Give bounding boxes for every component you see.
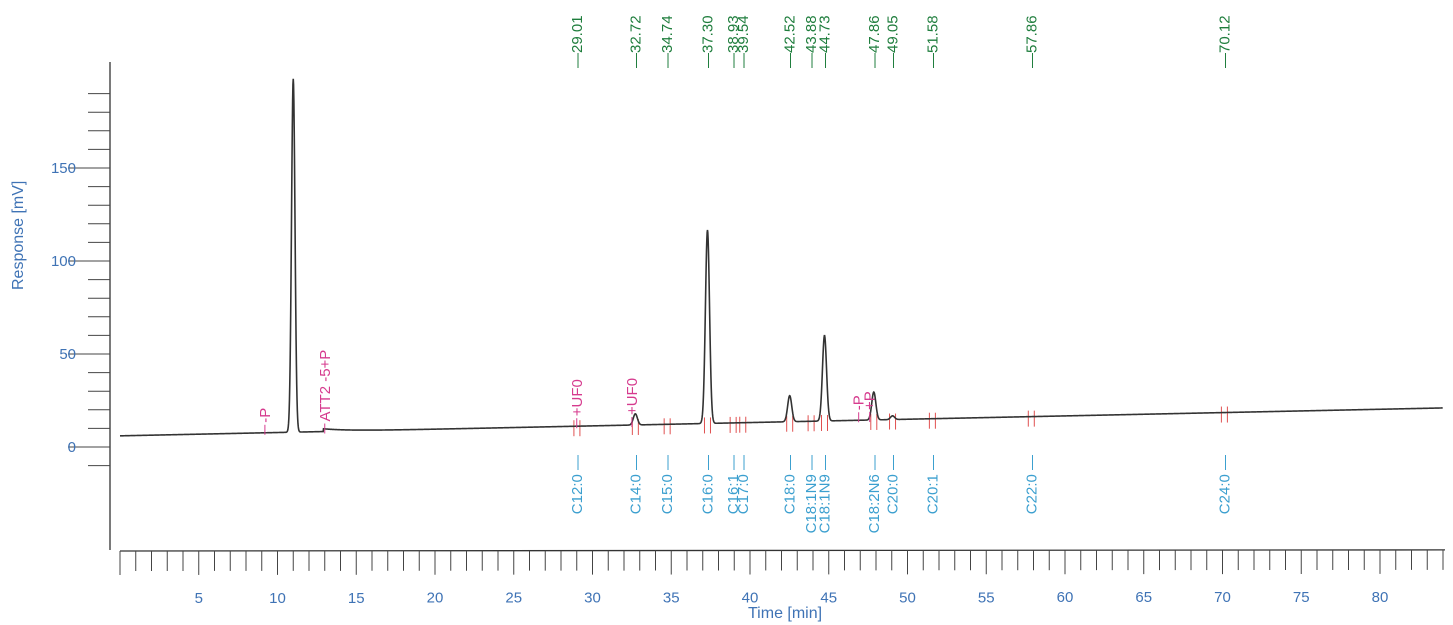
retention-time-label: —32.72 — [627, 15, 644, 68]
x-tick-label: 60 — [1057, 589, 1074, 606]
retention-time-label: —47.86 — [866, 15, 883, 68]
retention-time-label: —42.52 — [782, 15, 799, 68]
x-tick-label: 65 — [1135, 589, 1152, 606]
x-tick-label: 80 — [1372, 589, 1389, 606]
x-tick-label: 30 — [584, 590, 601, 607]
retention-time-label: —38.93 — [725, 15, 742, 68]
event-label: -P — [257, 408, 274, 423]
peak-name-label: C12:0 — — [569, 455, 586, 514]
retention-time-labels: —29.01 —32.72 —34.74 —37.30 —38.93—39.54 —42.… — [569, 15, 1233, 68]
peak-name-label: C16:0 — — [699, 455, 716, 514]
y-tick-label: 0 — [68, 439, 76, 456]
retention-time-label: —57.86 — [1023, 15, 1040, 68]
retention-time-label: —34.74 — [659, 15, 676, 68]
peak-name-labels: C12:0 — C14:0 — C15:0 — C16:0 — C16:1 —C17:0… — [569, 455, 1233, 533]
retention-time-label: —37.30 — [699, 15, 716, 68]
event-label: +UF0 — [569, 379, 586, 416]
peak-name-label: C17:0 — — [735, 455, 752, 514]
event-label: +UF0 — [624, 378, 641, 415]
integration-markers — [573, 406, 1228, 437]
x-axis: 5 10 15 20 25 30 35 40 45 50 55 60 65 70 75 80 — [119, 549, 1446, 607]
x-tick-label: 45 — [820, 589, 837, 606]
retention-time-label: —39.54 — [735, 15, 752, 68]
peak-name-label: C22:0 — — [1023, 455, 1040, 514]
peak-name-label: C18:1N9 — — [803, 455, 820, 533]
event-label: +P — [862, 391, 879, 410]
chromatogram-trace — [119, 78, 1443, 437]
event-label: ATT2 -5+P — [317, 350, 334, 422]
x-tick-label: 50 — [899, 589, 916, 606]
peak-name-label: C18:0 — — [782, 455, 799, 514]
retention-time-label: —44.73 — [816, 15, 833, 68]
x-tick-label: 40 — [742, 589, 759, 606]
peak-name-label: C20:1 — — [924, 455, 941, 514]
x-tick-label: 20 — [427, 590, 444, 607]
x-tick-label: 15 — [348, 590, 365, 607]
retention-time-label: —51.58 — [924, 15, 941, 68]
x-tick-label: 70 — [1214, 589, 1231, 606]
event-labels: -P ATT2 -5+P +UF0 +UF0 -P+P — [257, 350, 879, 435]
peak-name-label: C15:0 — — [659, 455, 676, 514]
peak-name-label: C24:0 — — [1216, 455, 1233, 514]
y-axis: 0 50 100 150 — [51, 62, 111, 550]
y-tick-label: 150 — [51, 160, 76, 177]
x-tick-label: 35 — [663, 590, 680, 607]
y-tick-label: 100 — [51, 253, 76, 270]
y-tick-label: 50 — [59, 346, 76, 363]
peak-name-label: C18:2N6 — — [866, 455, 883, 533]
retention-time-label: —43.88 — [803, 15, 820, 68]
retention-time-label: —70.12 — [1216, 15, 1233, 68]
peak-name-label: C20:0 — — [885, 455, 902, 514]
retention-time-label: —49.05 — [885, 15, 902, 68]
x-tick-label: 10 — [269, 590, 286, 607]
peak-name-label: C16:1 — — [725, 455, 742, 514]
y-axis-title: Response [mV] — [10, 181, 27, 290]
x-tick-label: 5 — [195, 590, 203, 607]
x-axis-title: Time [min] — [748, 605, 822, 622]
retention-time-label: —29.01 — [569, 15, 586, 68]
x-tick-label: 25 — [505, 590, 522, 607]
x-tick-label: 55 — [978, 589, 995, 606]
peak-name-label: C14:0 — — [627, 455, 644, 514]
x-tick-label: 75 — [1293, 589, 1310, 606]
peak-name-label: C18:1N9 — — [816, 455, 833, 533]
event-label: -P — [851, 395, 868, 410]
